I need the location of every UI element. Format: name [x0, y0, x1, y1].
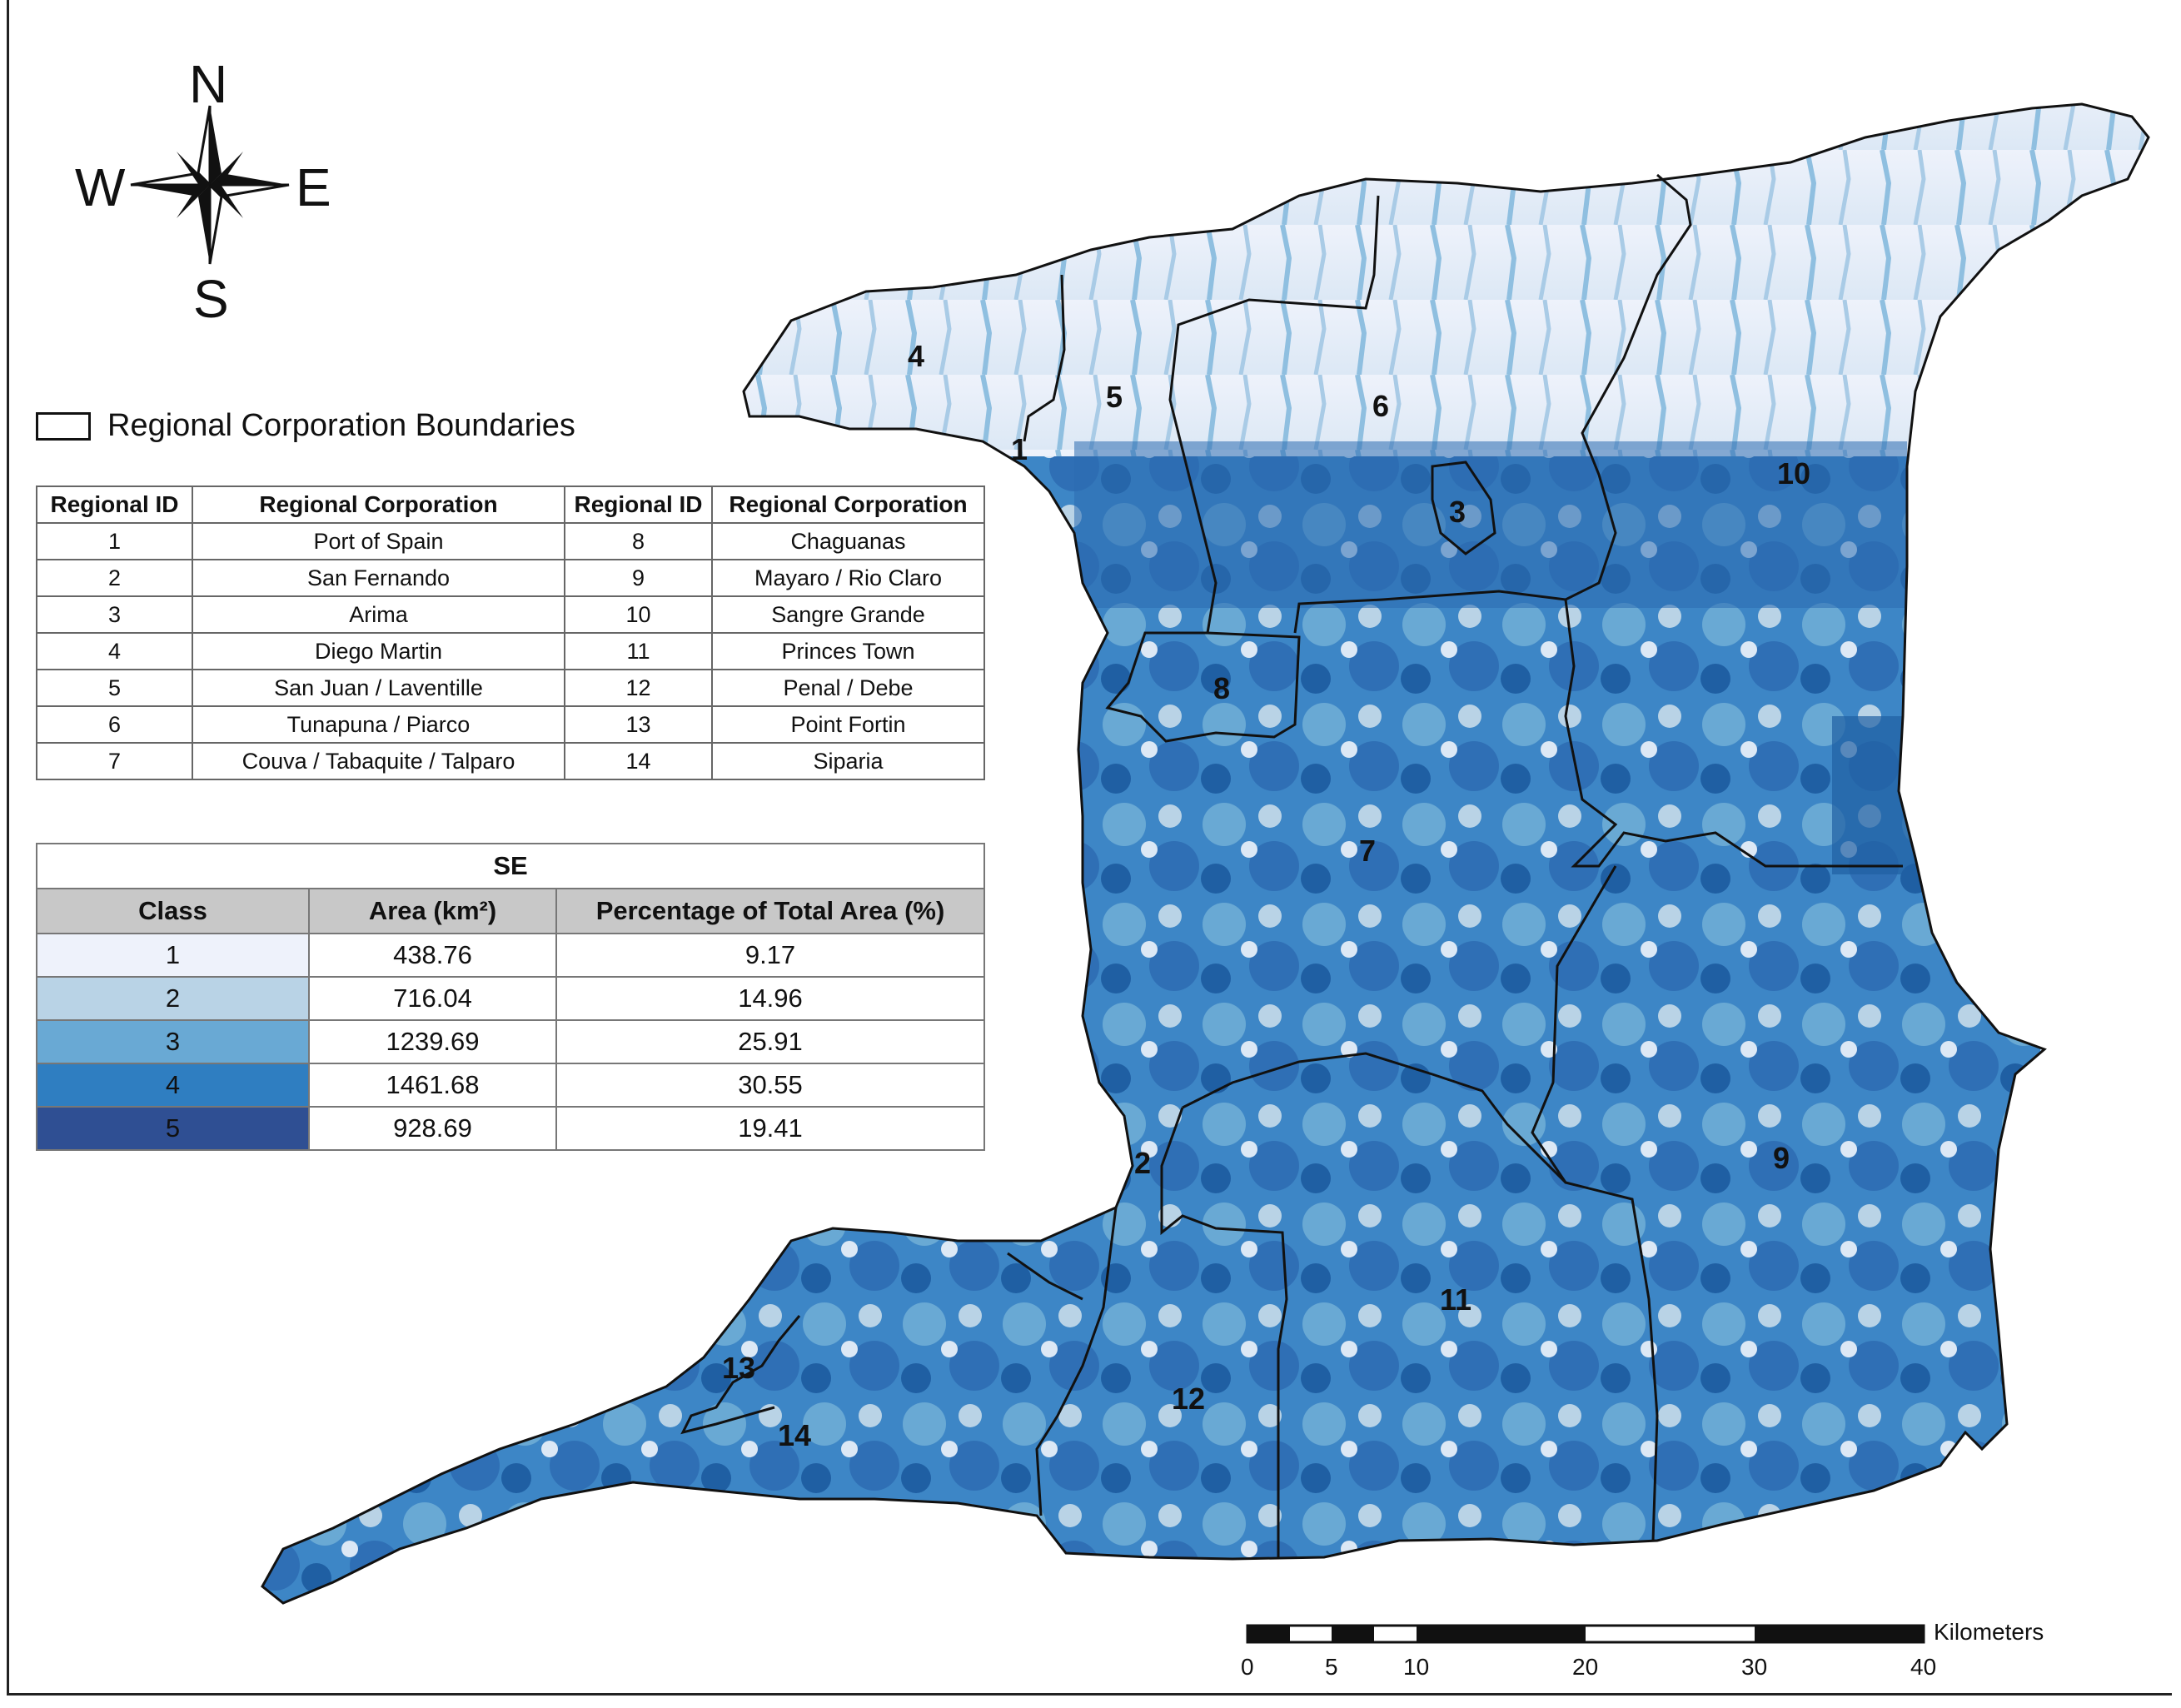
region-name-cell: San Juan / Laventille	[192, 669, 565, 707]
region-label-1: 1	[1010, 432, 1028, 466]
compass-west: W	[75, 157, 126, 217]
region-name-cell: Sangre Grande	[711, 595, 985, 634]
area-cell: 928.69	[308, 1106, 557, 1151]
region-label-12: 12	[1171, 1382, 1206, 1416]
compass-rose-icon	[130, 105, 290, 265]
region-id-cell: 7	[36, 742, 193, 780]
scale-tick-label: 30	[1741, 1654, 1768, 1680]
region-id-cell: 11	[564, 632, 713, 670]
region-id-header: Regional ID	[564, 486, 713, 524]
se-table-title: SE	[36, 843, 985, 889]
area-cell: 438.76	[308, 933, 557, 978]
region-label-4: 4	[907, 339, 925, 373]
region-id-cell: 12	[564, 669, 713, 707]
region-boundaries	[680, 173, 1903, 1557]
region-row: 3 Arima 10 Sangre Grande	[36, 595, 985, 634]
region-label-13: 13	[721, 1351, 756, 1385]
area-cell: 1239.69	[308, 1019, 557, 1064]
region-label-10: 10	[1776, 456, 1811, 490]
percentage-header: Percentage of Total Area (%)	[555, 888, 985, 934]
region-name-cell: Chaguanas	[711, 522, 985, 560]
map-frame	[7, 0, 2172, 1696]
region-row: 6 Tunapuna / Piarco 13 Point Fortin	[36, 705, 985, 744]
area-cell: 1461.68	[308, 1063, 557, 1108]
class-cell: 5	[36, 1106, 310, 1151]
region-id-cell: 4	[36, 632, 193, 670]
region-name-header: Regional Corporation	[192, 486, 565, 524]
region-id-cell: 3	[36, 595, 193, 634]
class-cell: 2	[36, 976, 310, 1021]
region-id-cell: 1	[36, 522, 193, 560]
region-label-7: 7	[1358, 834, 1377, 868]
se-row: 2 716.04 14.96	[36, 976, 985, 1021]
area-cell: 716.04	[308, 976, 557, 1021]
region-name-cell: Penal / Debe	[711, 669, 985, 707]
boundary-legend: Regional Corporation Boundaries	[36, 408, 575, 444]
percentage-cell: 14.96	[555, 976, 985, 1021]
region-name-cell: Diego Martin	[192, 632, 565, 670]
region-id-cell: 6	[36, 705, 193, 744]
region-id-cell: 14	[564, 742, 713, 780]
scale-bar	[1246, 1624, 1925, 1644]
region-label-3: 3	[1448, 495, 1466, 529]
compass-south: S	[193, 269, 229, 329]
scale-tick-label: 10	[1403, 1654, 1430, 1680]
compass-north: N	[189, 54, 228, 114]
region-label-14: 14	[777, 1418, 812, 1452]
class-cell: 1	[36, 933, 310, 978]
region-row: 5 San Juan / Laventille 12 Penal / Debe	[36, 669, 985, 707]
boundary-swatch	[36, 411, 91, 441]
region-name-cell: Arima	[192, 595, 565, 634]
region-label-9: 9	[1772, 1141, 1790, 1175]
region-id-cell: 2	[36, 559, 193, 597]
percentage-cell: 9.17	[555, 933, 985, 978]
area-header: Area (km²)	[308, 888, 557, 934]
se-row: 4 1461.68 30.55	[36, 1063, 985, 1108]
region-row: 7 Couva / Tabaquite / Talparo 14 Siparia	[36, 742, 985, 780]
region-label-5: 5	[1105, 380, 1123, 414]
region-id-cell: 10	[564, 595, 713, 634]
scale-unit: Kilometers	[1934, 1619, 2044, 1645]
se-table: SE Class Area (km²) Percentage of Total …	[36, 843, 985, 1151]
se-row: 5 928.69 19.41	[36, 1106, 985, 1151]
region-label-11: 11	[1439, 1282, 1472, 1317]
percentage-cell: 19.41	[555, 1106, 985, 1151]
scale-tick-label: 0	[1241, 1654, 1254, 1680]
se-row: 1 438.76 9.17	[36, 933, 985, 978]
compass-east: E	[296, 157, 331, 217]
scale-tick-label: 40	[1910, 1654, 1937, 1680]
region-id-cell: 9	[564, 559, 713, 597]
region-id-cell: 13	[564, 705, 713, 744]
boundary-legend-label: Regional Corporation Boundaries	[107, 408, 575, 443]
region-id-cell: 5	[36, 669, 193, 707]
region-name-cell: San Fernando	[192, 559, 565, 597]
percentage-cell: 30.55	[555, 1063, 985, 1108]
region-row: 2 San Fernando 9 Mayaro / Rio Claro	[36, 559, 985, 597]
se-row: 3 1239.69 25.91	[36, 1019, 985, 1064]
region-label-6: 6	[1372, 389, 1390, 423]
region-label-2: 2	[1133, 1146, 1152, 1180]
region-row: 4 Diego Martin 11 Princes Town	[36, 632, 985, 670]
class-cell: 4	[36, 1063, 310, 1108]
region-name-cell: Princes Town	[711, 632, 985, 670]
region-label-8: 8	[1212, 671, 1231, 705]
region-id-cell: 8	[564, 522, 713, 560]
region-name-cell: Mayaro / Rio Claro	[711, 559, 985, 597]
region-name-cell: Point Fortin	[711, 705, 985, 744]
region-row: 1 Port of Spain 8 Chaguanas	[36, 522, 985, 560]
region-name-cell: Port of Spain	[192, 522, 565, 560]
region-name-cell: Couva / Tabaquite / Talparo	[192, 742, 565, 780]
scale-tick-label: 20	[1572, 1654, 1599, 1680]
region-name-cell: Tunapuna / Piarco	[192, 705, 565, 744]
scale-tick-label: 5	[1325, 1654, 1338, 1680]
percentage-cell: 25.91	[555, 1019, 985, 1064]
region-name-cell: Siparia	[711, 742, 985, 780]
class-cell: 3	[36, 1019, 310, 1064]
region-table: Regional ID Regional Corporation Regiona…	[36, 486, 985, 780]
region-name-header: Regional Corporation	[711, 486, 985, 524]
class-header: Class	[36, 888, 310, 934]
region-id-header: Regional ID	[36, 486, 193, 524]
